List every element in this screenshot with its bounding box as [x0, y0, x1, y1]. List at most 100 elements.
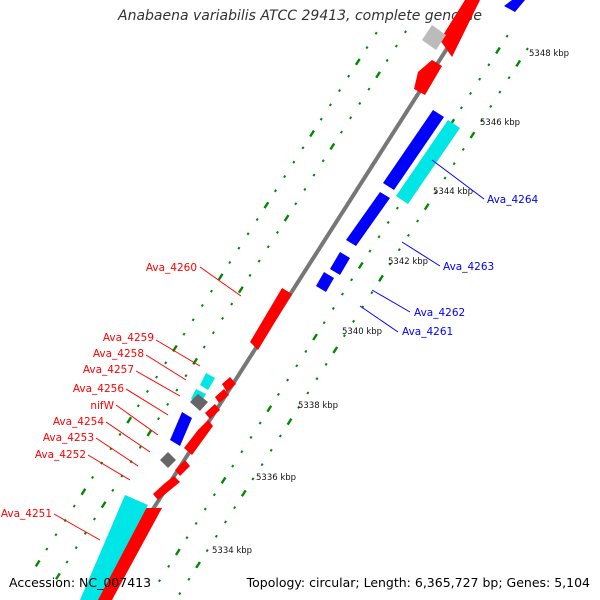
feature-cyan-Ava_4259[interactable] [200, 373, 215, 390]
gene-Ava_4263[interactable] [346, 192, 390, 246]
gene-Ava_4254[interactable] [184, 420, 213, 455]
tick-dot [332, 346, 339, 354]
gene-label[interactable]: Ava_4252 [35, 449, 86, 461]
tick-dot [266, 405, 273, 413]
tick-dot [370, 291, 374, 295]
gene-Ava_4256[interactable] [205, 404, 220, 419]
tick-dot [192, 357, 199, 365]
tick-dot [274, 189, 277, 193]
gene-Ava_4261[interactable] [316, 272, 334, 292]
tick-dot [385, 58, 389, 63]
tick-dot [257, 259, 261, 263]
feature-gray-top[interactable] [422, 25, 446, 50]
gray-features [160, 25, 446, 468]
tick-dot [228, 260, 232, 265]
tick-dot [312, 333, 318, 341]
tick-dot [182, 332, 186, 336]
tick-dot [136, 404, 140, 408]
gene-Ava_4257[interactable] [215, 389, 229, 403]
tick-dot [507, 76, 511, 80]
gene-label[interactable]: Ava_4253 [43, 432, 94, 444]
tick-dot [212, 493, 216, 497]
tick-dot [240, 489, 247, 497]
gene-label[interactable]: Ava_4260 [146, 262, 197, 274]
gene-Ava_4264[interactable] [383, 110, 444, 190]
tick-dot [286, 378, 290, 382]
tick-dot [303, 187, 307, 191]
gene-top-red-b[interactable] [440, 0, 480, 57]
tick-dot [367, 87, 371, 91]
gene-Ava_4255-blue[interactable] [170, 412, 192, 446]
label-leaders [53, 159, 485, 541]
gene-top-blue[interactable] [504, 0, 525, 12]
kbp-label: 5348 kbp [529, 49, 569, 59]
tick-dot [126, 416, 133, 424]
gene-label[interactable]: Ava_4263 [443, 261, 494, 273]
tick-dot [217, 273, 224, 281]
tick-dot [378, 274, 384, 282]
tick-dot [221, 316, 225, 320]
feature-gray-Ava_4253[interactable] [160, 452, 176, 468]
tick-dot [166, 402, 170, 406]
gene-label[interactable]: Ava_4254 [53, 416, 105, 428]
tick-dot [469, 91, 473, 96]
tick-dot [157, 417, 161, 421]
kbp-label: 5344 kbp [433, 187, 473, 197]
tick-dot [404, 30, 407, 34]
feature-gray-nifW[interactable] [190, 394, 208, 411]
gene-Ava_4253[interactable] [175, 460, 190, 476]
tick-dot [350, 278, 354, 282]
gene-Ava_4260[interactable] [250, 288, 292, 350]
feature-cyan-Ava_4264[interactable] [396, 120, 460, 204]
tick-dot [55, 572, 61, 580]
gene-Ava_4252[interactable] [153, 476, 180, 500]
tick-dot [263, 201, 270, 209]
tick-dot [478, 77, 482, 81]
tick-dot [45, 547, 49, 551]
tick-dot [195, 561, 201, 569]
gene-label[interactable]: Ava_4258 [93, 348, 144, 360]
tick-dot [167, 564, 171, 568]
kbp-label: 5340 kbp [342, 327, 382, 337]
tick-dot [266, 245, 270, 249]
tick-dot [495, 46, 501, 55]
tick-dot [338, 88, 342, 93]
tick-dot [251, 477, 255, 481]
gene-label[interactable]: Ava_4251 [1, 508, 52, 520]
tick-dot [203, 507, 207, 511]
tick-dot [185, 536, 189, 540]
gene-label[interactable]: nifW [90, 400, 114, 412]
feature-cyan-Ava_4251[interactable] [80, 495, 148, 600]
tick-dot [194, 521, 198, 525]
tick-dot [155, 375, 159, 379]
tick-dot [205, 549, 209, 553]
gene-top-red-a[interactable] [414, 60, 442, 95]
tick-dot [329, 142, 336, 151]
tick-dot [145, 389, 149, 394]
gene-label[interactable]: Ava_4264 [487, 194, 539, 206]
gene-Ava_4262[interactable] [330, 252, 350, 275]
tick-dot [301, 146, 305, 150]
gene-label[interactable]: Ava_4256 [73, 383, 125, 395]
tick-dot [224, 520, 227, 524]
tick-dot [461, 147, 465, 151]
tick-dot [138, 445, 142, 449]
gene-label[interactable]: Ava_4257 [83, 364, 134, 376]
tick-dot [220, 476, 227, 484]
tick-dot [275, 230, 279, 234]
gene-label[interactable]: Ava_4259 [103, 332, 154, 344]
tick-dot [91, 475, 95, 479]
tick-dot [515, 59, 522, 68]
gene-Ava_4258[interactable] [222, 377, 236, 392]
tick-dot [174, 548, 181, 556]
tick-dot [309, 129, 315, 138]
tick-dot [349, 116, 353, 120]
gene-label[interactable]: Ava_4261 [402, 326, 453, 338]
tick-dot [54, 533, 58, 537]
tick-dot [248, 273, 252, 277]
tick-dot [260, 463, 264, 467]
tick-dot [525, 47, 529, 51]
genome-summary: Topology: circular; Length: 6,365,727 bp… [246, 575, 590, 590]
gene-label[interactable]: Ava_4262 [414, 307, 465, 319]
tick-dot [480, 119, 484, 123]
